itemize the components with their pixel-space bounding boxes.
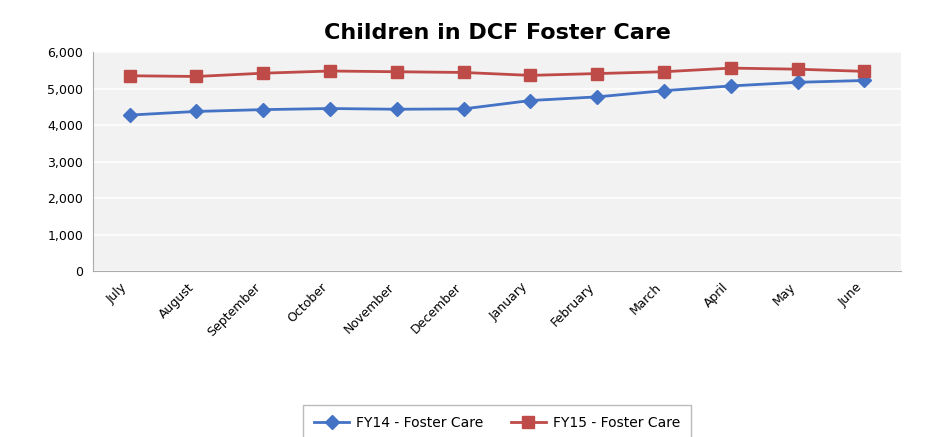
FY14 - Foster Care: [725, 83, 736, 89]
FY14 - Foster Care: [257, 107, 268, 112]
FY15 - Foster Care: [725, 66, 736, 71]
FY15 - Foster Care: [524, 73, 535, 78]
FY15 - Foster Care: [658, 69, 669, 74]
FY14 - Foster Care: [524, 98, 535, 103]
FY15 - Foster Care: [391, 69, 402, 74]
FY14 - Foster Care: [324, 106, 335, 111]
Line: FY14 - Foster Care: FY14 - Foster Care: [124, 76, 869, 120]
FY15 - Foster Care: [190, 74, 201, 79]
FY14 - Foster Care: [792, 80, 803, 85]
FY14 - Foster Care: [857, 78, 869, 83]
FY15 - Foster Care: [458, 70, 469, 75]
FY14 - Foster Care: [658, 88, 669, 94]
FY14 - Foster Care: [124, 112, 135, 118]
FY15 - Foster Care: [591, 71, 602, 76]
FY14 - Foster Care: [190, 109, 201, 114]
Legend: FY14 - Foster Care, FY15 - Foster Care: FY14 - Foster Care, FY15 - Foster Care: [303, 405, 690, 437]
FY14 - Foster Care: [391, 107, 402, 112]
FY15 - Foster Care: [324, 68, 335, 73]
FY14 - Foster Care: [591, 94, 602, 100]
FY15 - Foster Care: [257, 70, 268, 76]
FY15 - Foster Care: [857, 69, 869, 74]
FY15 - Foster Care: [124, 73, 135, 78]
Title: Children in DCF Foster Care: Children in DCF Foster Care: [323, 23, 670, 42]
FY14 - Foster Care: [458, 106, 469, 111]
FY15 - Foster Care: [792, 66, 803, 72]
Line: FY15 - Foster Care: FY15 - Foster Care: [124, 62, 869, 82]
